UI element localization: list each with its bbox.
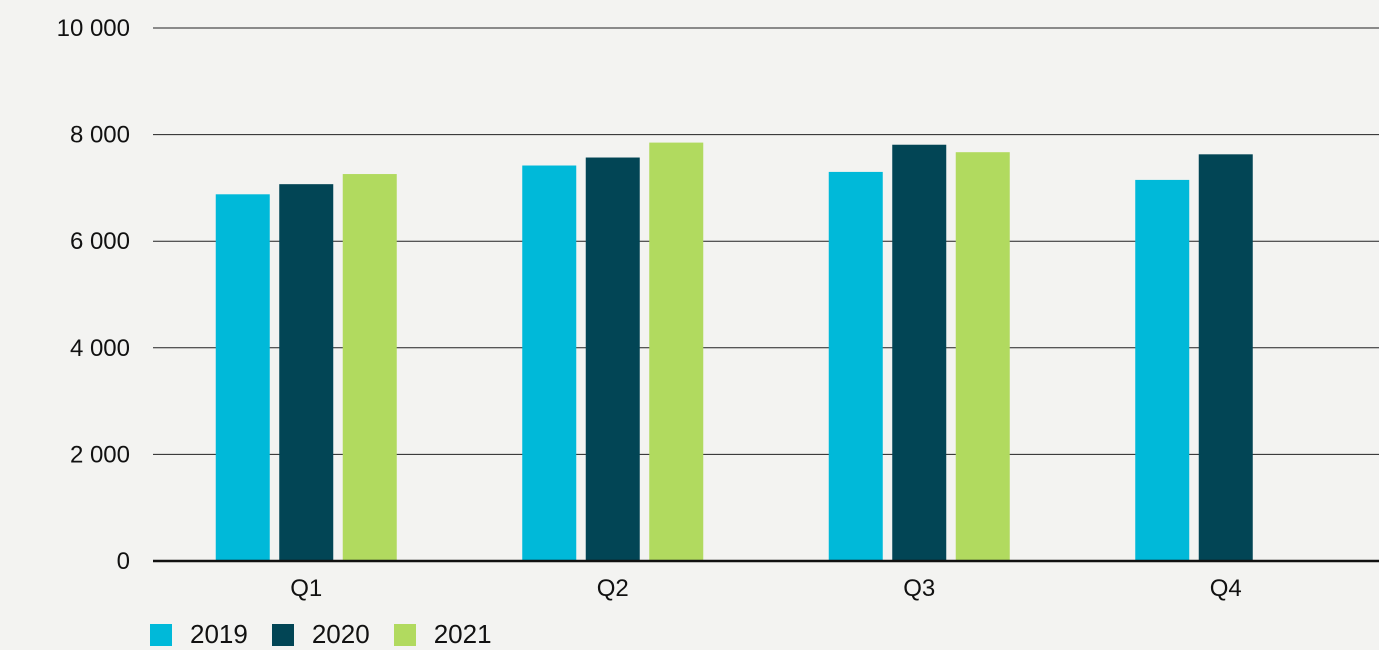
y-tick-label: 6 000: [70, 228, 130, 255]
legend-label-2019: 2019: [190, 619, 248, 649]
legend: 2019 2020 2021: [150, 619, 516, 650]
y-tick-label: 0: [117, 548, 130, 575]
x-tick-label: Q3: [903, 575, 935, 602]
legend-item-2021: 2021: [393, 619, 492, 650]
legend-label-2021: 2021: [433, 619, 492, 649]
bar-chart: 0 2 000 4 000 6 000 8 000 10 000 Q1 Q2 Q3 Q4: [57, 15, 1379, 602]
bar-2019-Q2: [522, 165, 577, 561]
bar-2019-Q3: [828, 171, 883, 561]
legend-swatch-2021: [393, 623, 416, 646]
bar-2021-Q1: [342, 174, 397, 562]
bar-2019-Q4: [1135, 179, 1190, 561]
x-tick-label: Q4: [1210, 575, 1242, 602]
bar-2021-Q3: [955, 152, 1010, 561]
y-tick-label: 8 000: [70, 122, 130, 149]
legend-swatch-2020: [271, 623, 294, 646]
legend-label-2020: 2020: [311, 619, 370, 649]
x-tick-label: Q1: [290, 575, 322, 602]
y-tick-label: 4 000: [70, 335, 130, 362]
x-tick-label: Q2: [597, 575, 629, 602]
bar-2020-Q2: [585, 157, 640, 562]
bar-2020-Q4: [1198, 154, 1253, 562]
bar-2020-Q1: [279, 184, 334, 561]
legend-swatch-2019: [150, 623, 172, 646]
y-tick-label: 2 000: [70, 441, 130, 468]
bar-2019-Q1: [215, 194, 270, 561]
bar-2020-Q3: [892, 144, 947, 562]
bar-2021-Q2: [649, 142, 704, 561]
y-tick-label: 10 000: [57, 15, 130, 42]
legend-item-2019: 2019: [150, 619, 248, 650]
legend-item-2020: 2020: [271, 619, 370, 650]
